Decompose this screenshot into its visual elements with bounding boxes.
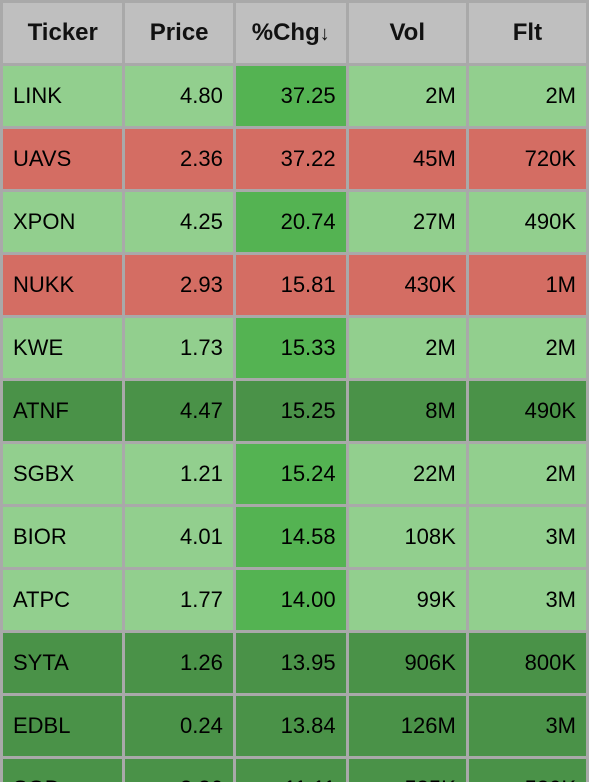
cell-vol: 430K xyxy=(349,255,466,315)
cell-price: 0.24 xyxy=(125,696,232,756)
table-row[interactable]: KWE 1.73 15.33 2M 2M xyxy=(3,318,586,378)
cell-ticker: ATPC xyxy=(3,570,122,630)
cell-vol: 108K xyxy=(349,507,466,567)
cell-price: 2.36 xyxy=(125,129,232,189)
cell-vol: 2M xyxy=(349,66,466,126)
cell-pct-chg: 14.00 xyxy=(236,570,346,630)
cell-vol: 27M xyxy=(349,192,466,252)
table-row[interactable]: SGBX 1.21 15.24 22M 2M xyxy=(3,444,586,504)
cell-pct-chg: 11.11 xyxy=(236,759,346,782)
cell-pct-chg: 15.25 xyxy=(236,381,346,441)
cell-price: 4.25 xyxy=(125,192,232,252)
cell-vol: 45M xyxy=(349,129,466,189)
cell-ticker: SGBX xyxy=(3,444,122,504)
cell-price: 4.47 xyxy=(125,381,232,441)
stock-table: Ticker Price %Chg↓ Vol Flt LINK 4.80 37.… xyxy=(0,0,589,782)
cell-ticker: LINK xyxy=(3,66,122,126)
cell-ticker: SYTA xyxy=(3,633,122,693)
header-ticker[interactable]: Ticker xyxy=(3,3,122,63)
cell-pct-chg: 20.74 xyxy=(236,192,346,252)
table-row[interactable]: NUKK 2.93 15.81 430K 1M xyxy=(3,255,586,315)
table-row[interactable]: LINK 4.80 37.25 2M 2M xyxy=(3,66,586,126)
table-header-row: Ticker Price %Chg↓ Vol Flt xyxy=(3,3,586,63)
cell-flt: 2M xyxy=(469,318,586,378)
cell-price: 3.36 xyxy=(125,759,232,782)
cell-price: 1.73 xyxy=(125,318,232,378)
table-row[interactable]: ATPC 1.77 14.00 99K 3M xyxy=(3,570,586,630)
table-row[interactable]: SGD 3.36 11.11 585K 530K xyxy=(3,759,586,782)
cell-pct-chg: 15.81 xyxy=(236,255,346,315)
cell-price: 1.77 xyxy=(125,570,232,630)
cell-pct-chg: 14.58 xyxy=(236,507,346,567)
header-flt[interactable]: Flt xyxy=(469,3,586,63)
cell-flt: 720K xyxy=(469,129,586,189)
cell-price: 4.80 xyxy=(125,66,232,126)
cell-ticker: UAVS xyxy=(3,129,122,189)
cell-flt: 1M xyxy=(469,255,586,315)
cell-flt: 3M xyxy=(469,507,586,567)
cell-price: 4.01 xyxy=(125,507,232,567)
table-row[interactable]: UAVS 2.36 37.22 45M 720K xyxy=(3,129,586,189)
cell-vol: 906K xyxy=(349,633,466,693)
cell-flt: 530K xyxy=(469,759,586,782)
table-row[interactable]: ATNF 4.47 15.25 8M 490K xyxy=(3,381,586,441)
cell-price: 1.21 xyxy=(125,444,232,504)
cell-pct-chg: 15.33 xyxy=(236,318,346,378)
cell-ticker: KWE xyxy=(3,318,122,378)
table-row[interactable]: XPON 4.25 20.74 27M 490K xyxy=(3,192,586,252)
cell-ticker: ATNF xyxy=(3,381,122,441)
cell-ticker: SGD xyxy=(3,759,122,782)
header-pct-chg-label: %Chg xyxy=(252,19,320,46)
header-price[interactable]: Price xyxy=(125,3,232,63)
header-pct-chg[interactable]: %Chg↓ xyxy=(236,3,346,63)
cell-flt: 490K xyxy=(469,192,586,252)
cell-vol: 2M xyxy=(349,318,466,378)
cell-vol: 8M xyxy=(349,381,466,441)
cell-pct-chg: 37.22 xyxy=(236,129,346,189)
cell-pct-chg: 37.25 xyxy=(236,66,346,126)
cell-vol: 99K xyxy=(349,570,466,630)
cell-flt: 3M xyxy=(469,696,586,756)
table-row[interactable]: BIOR 4.01 14.58 108K 3M xyxy=(3,507,586,567)
cell-vol: 585K xyxy=(349,759,466,782)
cell-pct-chg: 15.24 xyxy=(236,444,346,504)
cell-ticker: NUKK xyxy=(3,255,122,315)
sort-desc-icon: ↓ xyxy=(320,23,330,45)
cell-flt: 2M xyxy=(469,66,586,126)
table-row[interactable]: EDBL 0.24 13.84 126M 3M xyxy=(3,696,586,756)
cell-vol: 126M xyxy=(349,696,466,756)
cell-ticker: EDBL xyxy=(3,696,122,756)
cell-flt: 3M xyxy=(469,570,586,630)
cell-ticker: XPON xyxy=(3,192,122,252)
cell-flt: 800K xyxy=(469,633,586,693)
cell-flt: 2M xyxy=(469,444,586,504)
cell-flt: 490K xyxy=(469,381,586,441)
cell-price: 2.93 xyxy=(125,255,232,315)
cell-pct-chg: 13.84 xyxy=(236,696,346,756)
cell-pct-chg: 13.95 xyxy=(236,633,346,693)
header-vol[interactable]: Vol xyxy=(349,3,466,63)
cell-price: 1.26 xyxy=(125,633,232,693)
cell-ticker: BIOR xyxy=(3,507,122,567)
table-row[interactable]: SYTA 1.26 13.95 906K 800K xyxy=(3,633,586,693)
cell-vol: 22M xyxy=(349,444,466,504)
